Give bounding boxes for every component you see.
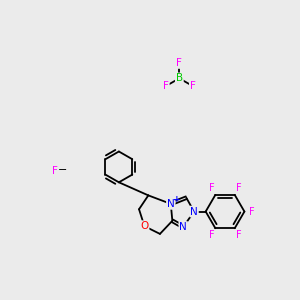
Text: F: F (236, 183, 242, 193)
Text: F: F (236, 230, 242, 240)
Text: F: F (52, 166, 58, 176)
Text: N: N (190, 207, 198, 217)
Text: O: O (140, 221, 148, 231)
Text: F: F (163, 81, 169, 91)
Text: N: N (179, 222, 187, 232)
Text: F: F (209, 183, 214, 193)
Text: N: N (167, 199, 175, 209)
Text: +: + (173, 195, 181, 204)
Text: F: F (176, 58, 182, 68)
Text: −: − (58, 165, 67, 175)
Text: F: F (209, 230, 214, 240)
Text: B: B (176, 73, 183, 83)
Text: F: F (190, 81, 196, 91)
Text: F: F (249, 207, 255, 217)
